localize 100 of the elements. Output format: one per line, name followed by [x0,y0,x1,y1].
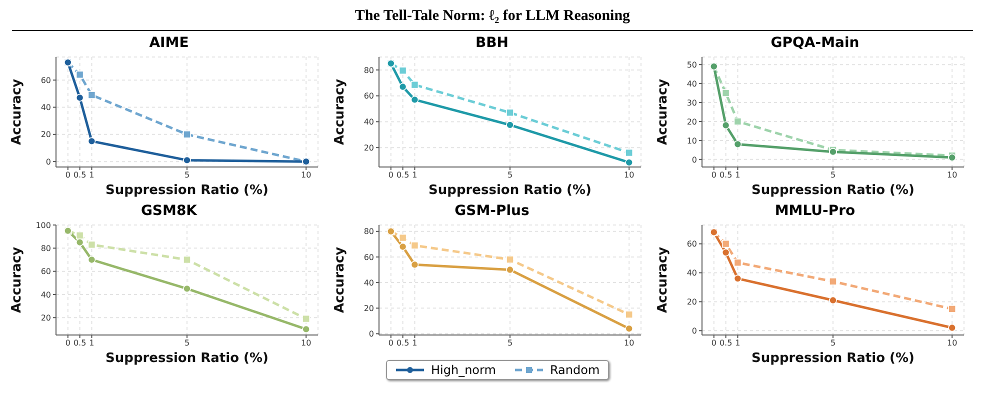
point [183,256,191,264]
chart-title: MMLU-Pro [774,203,856,221]
y-tick-label: 30 [686,98,697,108]
y-tick-label: 80 [364,227,374,236]
y-axis-title: Accuracy [332,246,348,314]
x-tick-label: 10 [300,338,312,348]
x-tick-label: 5 [830,170,836,180]
x-axis-title: Suppression Ratio (%) [104,351,270,368]
point [76,70,84,79]
point [948,305,956,313]
x-tick-label: 0 [711,338,716,348]
point [625,324,633,333]
point [410,96,419,104]
legend-label: Random [548,363,600,377]
x-tick-label: 0.5 [719,338,732,348]
point [88,256,96,264]
point [398,82,407,91]
point [183,284,191,293]
x-tick-label: 5 [830,338,836,348]
text: The Tell-Tale Norm: ℓ₂ for LLM Reasoning [354,8,632,26]
point [506,121,514,129]
chart-title: GSM-Plus [454,203,530,221]
y-tick-label: 0 [692,326,697,336]
chart-title: GPQA-Main [770,35,860,53]
x-tick-label: 1 [89,170,94,180]
point [410,80,419,89]
y-tick-label: 0 [692,155,697,164]
point [625,148,633,157]
point [410,242,419,250]
point [183,130,191,138]
x-tick-label: 1 [735,338,740,348]
point [88,91,96,99]
x-tick-label: 0.5 [73,338,86,348]
x-tick-label: 5 [184,170,190,180]
x-tick-label: 5 [507,170,513,180]
point [398,66,407,74]
y-tick-label: 40 [686,79,697,88]
y-tick-label: 60 [364,92,374,101]
x-axis-title: Suppression Ratio (%) [428,183,592,200]
y-tick-label: 20 [364,304,374,313]
x-tick-label: 0.5 [73,170,86,180]
point [398,234,407,242]
y-tick-label: 40 [364,118,374,127]
y-tick-label: 60 [364,252,374,262]
y-tick-label: 40 [364,278,374,288]
y-tick-label: 10 [686,136,697,146]
y-axis-title: Accuracy [656,246,671,314]
x-axis-title: Suppression Ratio (%) [104,183,270,200]
x-tick-label: 5 [507,338,513,348]
point [76,232,84,240]
point [183,156,191,164]
chart-title: GSM8K [140,203,198,221]
y-tick-label: 20 [686,117,697,126]
y-tick-label: 80 [40,244,51,253]
x-tick-label: 1 [412,338,418,348]
x-tick-label: 10 [946,170,958,180]
point [410,260,419,269]
y-axis-title: Accuracy [10,78,25,146]
point [829,278,837,286]
point [829,296,837,304]
point [948,324,956,332]
y-axis-title: Accuracy [332,78,348,146]
legend-label: High_norm [430,363,496,377]
point [722,121,730,130]
point [398,242,407,251]
x-tick-label: 10 [624,170,634,180]
y-axis-title: Accuracy [10,246,25,314]
y-tick-label: 0 [368,330,374,339]
point [506,108,514,117]
point [506,256,514,264]
chart-title: AIME [148,35,190,53]
point [734,258,742,267]
chart-title: BBH [474,35,510,53]
x-axis-title: Suppression Ratio (%) [750,183,916,200]
point [506,266,514,274]
point [722,248,730,256]
point [734,274,742,282]
y-tick-label: 40 [40,103,51,112]
x-tick-label: 0.5 [396,170,410,180]
x-tick-label: 1 [412,170,418,180]
point [734,118,742,126]
x-tick-label: 10 [624,338,634,348]
point [722,89,730,97]
x-axis-title: Suppression Ratio (%) [750,351,916,368]
point [734,140,742,148]
point [88,137,96,146]
y-tick-label: 40 [40,290,51,300]
y-tick-label: 20 [40,313,51,322]
y-tick-label: 20 [364,143,374,152]
x-tick-label: 0 [65,170,70,180]
x-tick-label: 0.5 [719,170,732,180]
point [88,240,96,249]
x-tick-label: 1 [735,170,740,180]
y-tick-label: 80 [364,66,374,75]
point [302,325,310,334]
point [302,314,310,323]
x-tick-label: 1 [89,338,94,348]
point [76,238,84,246]
y-tick-label: 60 [686,240,697,249]
x-tick-label: 0 [711,170,716,180]
